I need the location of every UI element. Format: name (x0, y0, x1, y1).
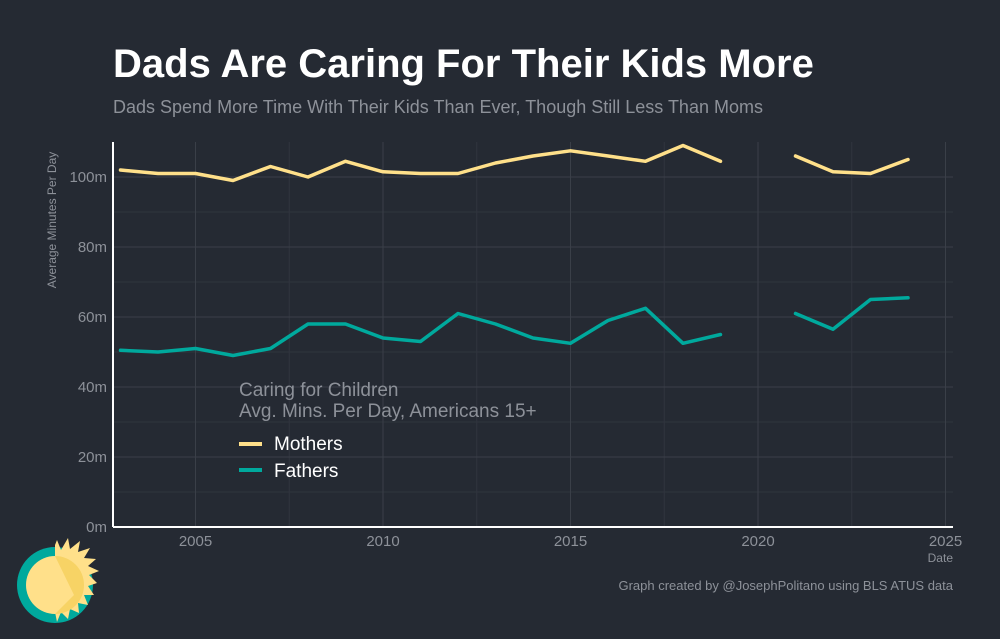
y-tick-label: 0m (86, 519, 107, 536)
series-line-mothers (118, 143, 723, 183)
legend-label-mothers: Mothers (274, 434, 343, 455)
legend-title-line1: Caring for Children (239, 380, 398, 401)
x-tick-label: 2005 (179, 533, 212, 550)
x-tick-label: 2015 (554, 533, 587, 550)
y-tick-label: 100m (69, 169, 107, 186)
legend-label-fathers: Fathers (274, 461, 338, 482)
legend-title-line2: Avg. Mins. Per Day, Americans 15+ (239, 401, 537, 422)
series-lines (118, 143, 910, 358)
series-line-mothers (793, 154, 910, 176)
y-tick-label: 80m (78, 239, 107, 256)
x-tick-label: 2025 (929, 533, 962, 550)
grid (113, 142, 953, 528)
x-axis-title: Date (928, 551, 954, 565)
y-tick-label: 60m (78, 309, 107, 326)
y-tick-label: 40m (78, 379, 107, 396)
y-tick-label: 20m (78, 449, 107, 466)
x-tick-label: 2020 (741, 533, 774, 550)
y-axis-title: Average Minutes Per Day (45, 152, 59, 289)
sun-logo-icon (17, 538, 99, 623)
series-line-fathers (793, 296, 910, 332)
chart-title: Dads Are Caring For Their Kids More (113, 42, 814, 86)
axes: 0m 20m 40m 60m 80m 100m 2005 2010 2015 2020 2025 (69, 142, 962, 550)
x-tick-label: 2010 (366, 533, 399, 550)
caption: Graph created by @JosephPolitano using B… (618, 578, 953, 593)
series-line-fathers (118, 306, 723, 358)
legend: Caring for Children Avg. Mins. Per Day, … (239, 380, 537, 482)
chart-subtitle: Dads Spend More Time With Their Kids Tha… (113, 97, 763, 117)
